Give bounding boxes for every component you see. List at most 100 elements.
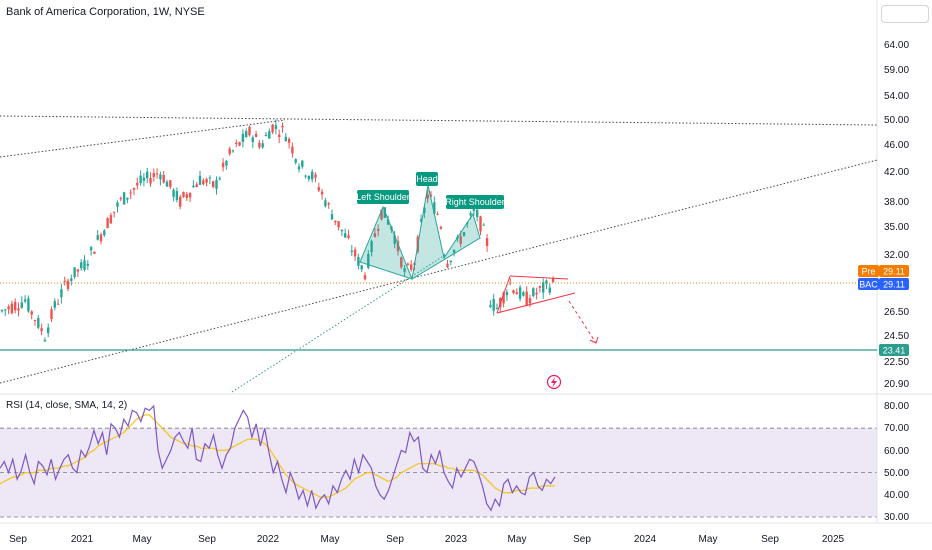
candle-body: [99, 234, 103, 242]
candle-body: [548, 287, 551, 293]
candle-body: [482, 224, 485, 226]
chart-title: Bank of America Corporation, 1W, NYSE: [6, 6, 205, 18]
candle-body: [245, 131, 248, 138]
candle-body: [27, 298, 30, 312]
candle-body: [525, 291, 528, 306]
last-price-label-value: [879, 278, 909, 290]
chart-toolbar-button[interactable]: [881, 5, 929, 23]
price-tick-label: 64.00: [884, 40, 909, 51]
candle-body: [492, 298, 495, 311]
candle-body: [149, 178, 152, 184]
candle-body: [83, 260, 86, 270]
candle-body: [56, 303, 60, 305]
price-tick-label: 20.90: [884, 379, 909, 390]
candle-body: [152, 173, 155, 177]
lightning-icon: [546, 374, 562, 390]
candle-body: [205, 178, 208, 183]
candle-body: [258, 142, 261, 148]
candle-body: [393, 235, 396, 244]
candle-body: [10, 303, 14, 314]
time-axis-label: Sep: [386, 534, 404, 545]
candle-body: [212, 181, 215, 188]
support-price-label: 23.41: [879, 344, 909, 356]
candle-body: [268, 131, 271, 139]
candle-body: [225, 160, 228, 166]
price-tick-label: 50.00: [884, 115, 909, 126]
candle-body: [538, 286, 542, 288]
candle-body: [363, 275, 367, 280]
flag-top-line: [509, 275, 569, 280]
candle-body: [324, 200, 327, 207]
candle-body: [113, 211, 116, 213]
candle-body: [47, 327, 50, 334]
candle-body: [347, 235, 350, 238]
candle-body: [146, 171, 149, 179]
time-axis-label: Sep: [761, 534, 779, 545]
candle-body: [433, 202, 436, 214]
candle-body: [410, 264, 413, 270]
price-tick-label: 26.50: [884, 307, 909, 318]
candle-body: [228, 148, 231, 154]
candle-body: [109, 215, 113, 224]
rsi-pane[interactable]: [0, 404, 877, 518]
candle-body: [297, 166, 301, 170]
candle-body: [495, 307, 499, 309]
candle-body: [264, 134, 268, 136]
candle-body: [532, 288, 535, 297]
candle-body: [60, 289, 63, 298]
candle-body: [429, 195, 433, 197]
candle-body: [436, 213, 439, 215]
candle-body: [423, 207, 426, 213]
lightning-bolt: [551, 377, 557, 388]
candle-body: [386, 219, 390, 225]
candle-body: [472, 208, 476, 212]
candle-body: [17, 308, 20, 311]
candle-body: [462, 232, 466, 236]
rsi-title: RSI (14, close, SMA, 14, 2): [6, 400, 128, 411]
candle-body: [373, 233, 377, 237]
candle-body: [129, 192, 132, 194]
time-axis-label: 2024: [634, 534, 657, 545]
candle-body: [169, 180, 172, 187]
candle-body: [33, 320, 37, 322]
candle-body: [93, 251, 96, 254]
candle-body: [4, 309, 7, 311]
last-price-label: BAC 29.11: [858, 278, 909, 290]
candle-body: [274, 125, 278, 129]
candle-body: [314, 174, 317, 178]
price-tick-label: 32.00: [884, 250, 909, 261]
candle-body: [241, 133, 245, 142]
time-axis-label: 2023: [445, 534, 468, 545]
candle-body: [261, 143, 264, 148]
time-axis-label: Sep: [198, 534, 216, 545]
candle-body: [195, 184, 198, 188]
candle-body: [367, 253, 370, 268]
candle-body: [70, 278, 73, 281]
candle-body: [542, 282, 545, 293]
candle-body: [179, 196, 182, 207]
candle-body: [317, 187, 320, 191]
candle-body: [192, 185, 195, 188]
candle-body: [400, 257, 403, 268]
candle-body: [198, 175, 202, 185]
candle-body: [30, 311, 33, 315]
candle-body: [489, 305, 492, 308]
candle-body: [7, 306, 10, 310]
pre-price-label-value: [879, 265, 909, 277]
candle-body: [357, 256, 360, 266]
rising-trendline: [0, 119, 286, 158]
candle-body: [136, 182, 139, 186]
candle-body: [278, 134, 281, 138]
candle-body: [162, 174, 165, 183]
candle-body: [304, 175, 307, 177]
time-axis-label: 2025: [822, 534, 845, 545]
candle-body: [215, 179, 218, 189]
candle-body: [287, 138, 291, 143]
time-axis-label: May: [133, 534, 152, 545]
candle-body: [522, 292, 525, 296]
candle-body: [403, 268, 406, 272]
candle-body: [76, 269, 80, 272]
candle-body: [452, 249, 456, 253]
